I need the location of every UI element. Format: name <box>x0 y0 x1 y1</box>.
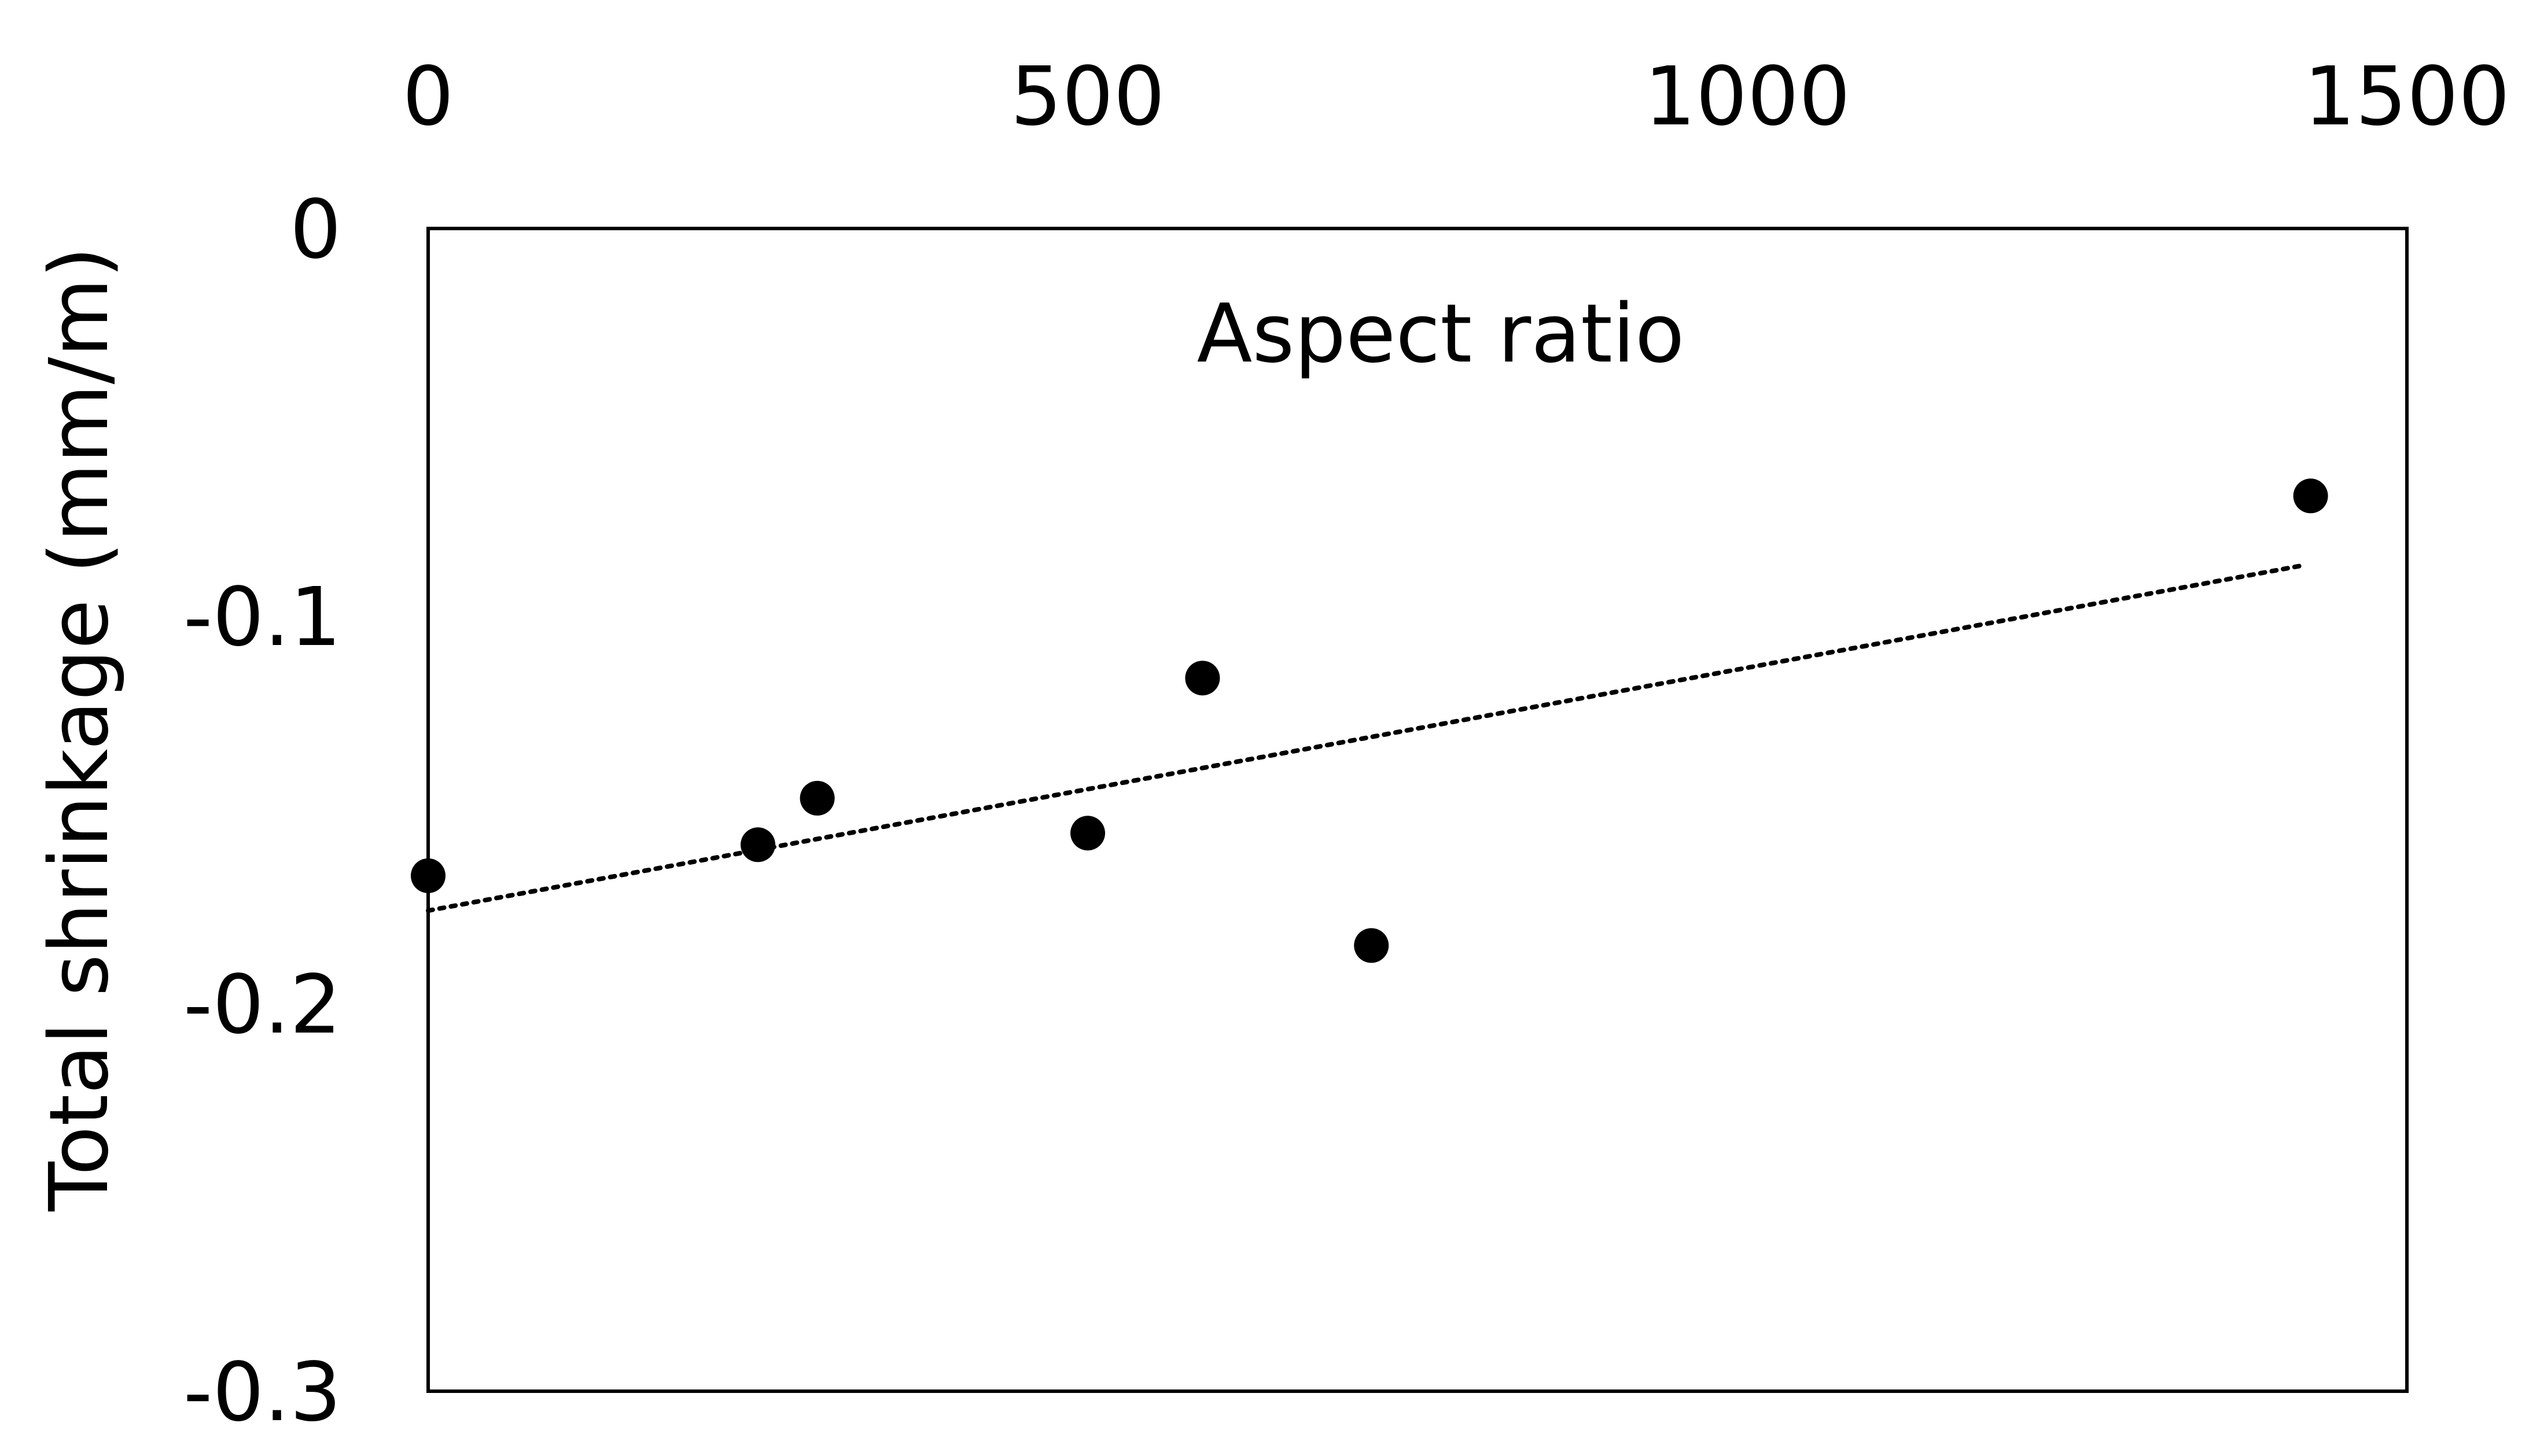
data-points <box>411 478 2328 963</box>
x-tick-label: 0 <box>402 50 454 144</box>
data-point <box>1354 928 1389 963</box>
y-tick-label: -0.2 <box>183 958 341 1052</box>
y-axis-title: Total shrinkage (mm/m) <box>32 246 127 1212</box>
data-point <box>2293 478 2328 514</box>
data-point <box>1070 816 1105 851</box>
y-tick-label: -0.1 <box>183 570 341 665</box>
data-point <box>800 780 835 816</box>
x-tick-label: 500 <box>1010 50 1165 144</box>
x-tick-labels: 0 500 1000 1500 <box>402 50 2510 144</box>
y-tick-label: -0.3 <box>183 1346 341 1440</box>
x-axis-title: Aspect ratio <box>1197 287 1685 381</box>
x-tick-label: 1500 <box>2304 50 2510 144</box>
data-point <box>1185 661 1220 696</box>
data-point <box>741 827 775 862</box>
trendline <box>426 563 2304 913</box>
x-tick-label: 1000 <box>1644 50 1850 144</box>
data-point <box>411 858 446 893</box>
plot-frame <box>426 227 2409 1393</box>
y-tick-labels: 0 -0.1 -0.2 -0.3 <box>183 183 341 1440</box>
y-tick-label: 0 <box>290 183 341 277</box>
